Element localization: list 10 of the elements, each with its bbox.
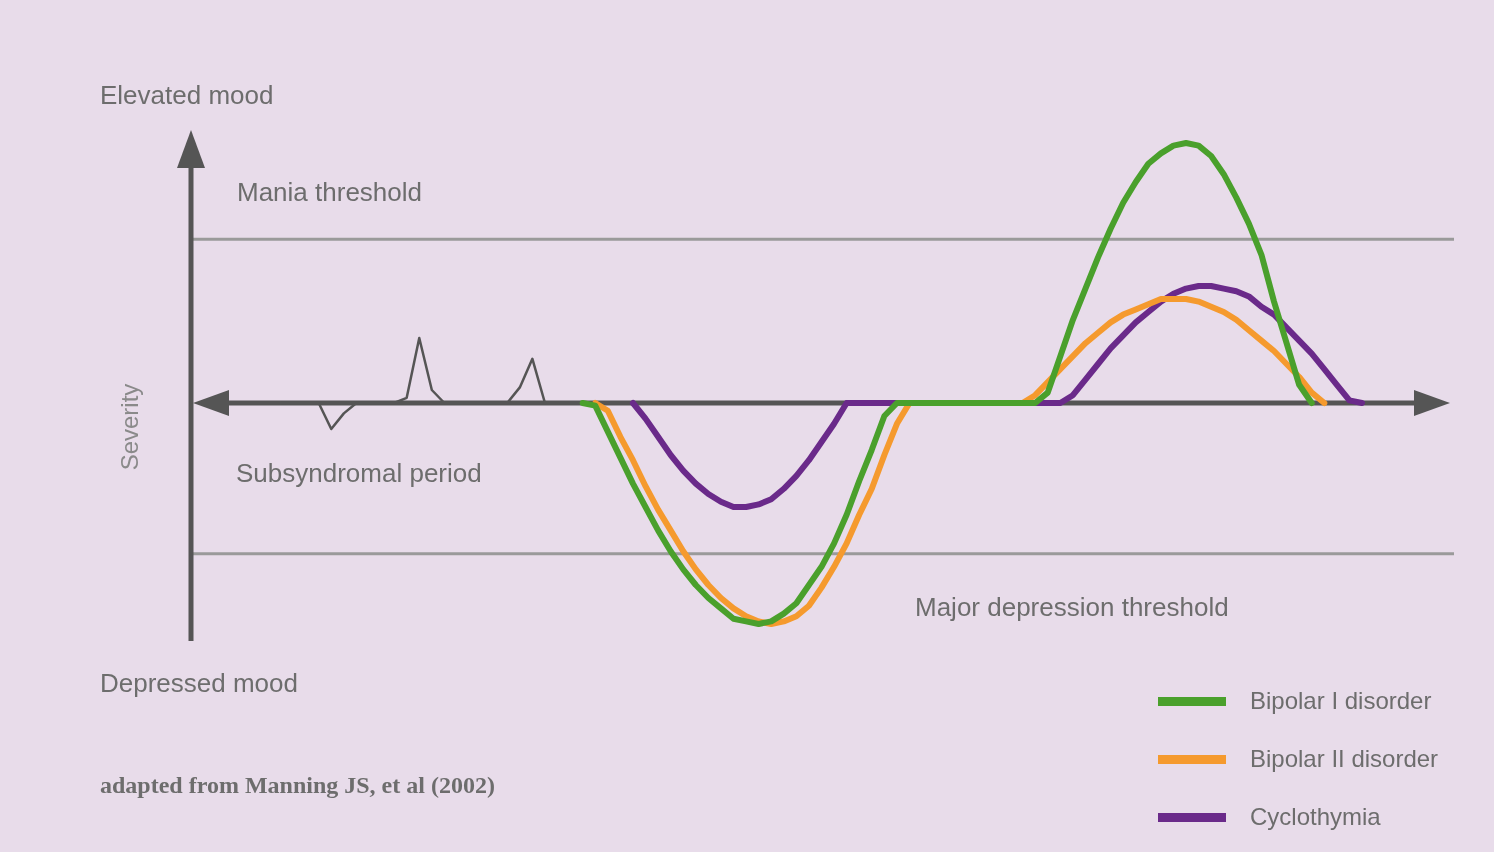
ref-line-label: Major depression threshold (915, 591, 1229, 623)
y-axis-title: Severity (116, 383, 144, 470)
text: adapted from Manning JS, et al (2002) (100, 772, 495, 799)
annotation: Subsyndromal period (236, 458, 482, 489)
legend-label: Bipolar II disorder (1250, 745, 1439, 773)
legend-label: Cyclothymia (1250, 803, 1381, 831)
text: Elevated mood (100, 80, 274, 111)
legend-label: Bipolar I disorder (1250, 687, 1432, 715)
text: Depressed mood (100, 668, 298, 699)
ref-line-label: Mania threshold (237, 177, 422, 209)
